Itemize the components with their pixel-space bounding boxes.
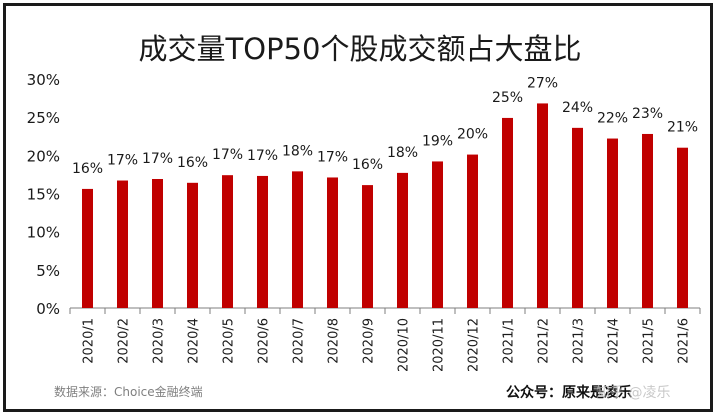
bar (152, 178, 163, 308)
bar (677, 147, 688, 308)
y-tick-label: 15% (27, 186, 60, 204)
bar (362, 185, 373, 308)
x-tick-label: 2020/10 (397, 318, 412, 372)
y-tick-label: 5% (36, 262, 60, 280)
y-tick-label: 10% (27, 224, 60, 242)
x-tick-label: 2021/3 (572, 318, 587, 364)
x-tick-label: 2021/5 (642, 318, 657, 364)
x-tick-label: 2020/11 (432, 318, 447, 372)
data-label: 23% (632, 106, 663, 122)
bar (432, 161, 443, 308)
bar (82, 188, 93, 308)
data-label: 25% (492, 90, 523, 106)
zhihu-watermark: 知乎 @凌乐 (596, 385, 671, 401)
bar (397, 172, 408, 308)
data-label: 21% (667, 120, 698, 136)
y-tick-label: 0% (36, 300, 60, 318)
bar (502, 117, 513, 309)
data-label: 16% (72, 161, 103, 177)
data-label: 17% (317, 149, 348, 165)
bar (222, 175, 233, 308)
y-tick-label: 25% (27, 109, 60, 127)
data-label: 16% (352, 157, 383, 173)
x-tick-label: 2020/12 (467, 318, 482, 372)
x-tick-label: 2020/6 (257, 318, 272, 364)
y-tick-label: 30% (27, 71, 60, 89)
x-tick-label: 2020/2 (117, 318, 132, 364)
bar (327, 177, 338, 308)
x-tick-label: 2020/1 (82, 318, 97, 364)
x-tick-label: 2020/9 (362, 318, 377, 364)
data-label: 19% (422, 133, 453, 149)
bar (607, 138, 618, 308)
data-label: 16% (177, 155, 208, 171)
x-tick-label: 2021/6 (677, 318, 692, 364)
data-label: 18% (282, 143, 313, 159)
x-tick-label: 2021/4 (607, 318, 622, 364)
data-label: 17% (212, 147, 243, 163)
bar (257, 175, 268, 308)
x-tick-label: 2020/7 (292, 318, 307, 364)
bar (292, 171, 303, 308)
data-label: 17% (142, 151, 173, 167)
x-tick-label: 2020/4 (187, 318, 202, 364)
data-label: 20% (457, 127, 488, 143)
x-tick-label: 2020/5 (222, 318, 237, 364)
data-label: 18% (387, 145, 418, 161)
y-tick-label: 20% (27, 147, 60, 165)
bar (572, 127, 583, 308)
bar (642, 133, 653, 308)
data-label: 17% (107, 153, 138, 169)
bar (537, 103, 548, 308)
public-account-label: 公众号：原来是凌乐 (506, 385, 632, 401)
chart-title: 成交量TOP50个股成交额占大盘比 (138, 32, 582, 66)
bar (187, 182, 198, 308)
x-tick-label: 2020/8 (327, 318, 342, 364)
bar (117, 180, 128, 308)
data-label: 22% (597, 111, 628, 127)
data-label: 24% (562, 100, 593, 116)
x-tick-label: 2020/3 (152, 318, 167, 364)
data-label: 27% (527, 75, 558, 91)
bar (467, 154, 478, 308)
data-source-note: 数据来源：Choice金融终端 (54, 385, 203, 399)
data-label: 17% (247, 148, 278, 164)
x-tick-label: 2021/1 (502, 318, 517, 364)
x-tick-label: 2021/2 (537, 318, 552, 364)
